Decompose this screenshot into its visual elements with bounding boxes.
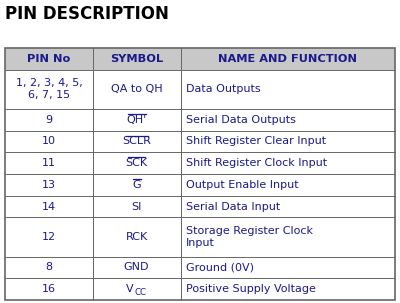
Text: Shift Register Clear Input: Shift Register Clear Input xyxy=(186,136,326,146)
Text: PIN No: PIN No xyxy=(27,54,70,64)
Text: Output Enable Input: Output Enable Input xyxy=(186,180,298,190)
Text: 9: 9 xyxy=(45,115,52,125)
Text: G: G xyxy=(132,180,141,190)
Text: Storage Register Clock
Input: Storage Register Clock Input xyxy=(186,226,312,248)
Text: Serial Data Outputs: Serial Data Outputs xyxy=(186,115,295,125)
Text: PIN DESCRIPTION: PIN DESCRIPTION xyxy=(5,5,169,23)
Text: Serial Data Input: Serial Data Input xyxy=(186,201,280,211)
Text: 1, 2, 3, 4, 5,
6, 7, 15: 1, 2, 3, 4, 5, 6, 7, 15 xyxy=(16,78,82,100)
Text: QA to QH: QA to QH xyxy=(111,84,162,94)
Text: 11: 11 xyxy=(42,158,56,168)
Bar xyxy=(5,48,395,70)
Text: SI: SI xyxy=(132,201,142,211)
Text: Positive Supply Voltage: Positive Supply Voltage xyxy=(186,284,315,294)
Text: SYMBOL: SYMBOL xyxy=(110,54,163,64)
Text: GND: GND xyxy=(124,262,149,272)
Text: 8: 8 xyxy=(45,262,52,272)
Text: Ground (0V): Ground (0V) xyxy=(186,262,254,272)
Text: RCK: RCK xyxy=(126,232,148,242)
Text: 10: 10 xyxy=(42,136,56,146)
Text: CC: CC xyxy=(135,288,147,297)
Text: V: V xyxy=(126,284,134,294)
Text: Data Outputs: Data Outputs xyxy=(186,84,260,94)
Text: SCK: SCK xyxy=(126,158,148,168)
Text: Shift Register Clock Input: Shift Register Clock Input xyxy=(186,158,327,168)
Text: 12: 12 xyxy=(42,232,56,242)
Text: 14: 14 xyxy=(42,201,56,211)
Bar xyxy=(5,48,395,300)
Text: NAME AND FUNCTION: NAME AND FUNCTION xyxy=(218,54,357,64)
Text: 13: 13 xyxy=(42,180,56,190)
Text: 16: 16 xyxy=(42,284,56,294)
Text: QH': QH' xyxy=(126,115,147,125)
Text: SCLR: SCLR xyxy=(122,136,151,146)
